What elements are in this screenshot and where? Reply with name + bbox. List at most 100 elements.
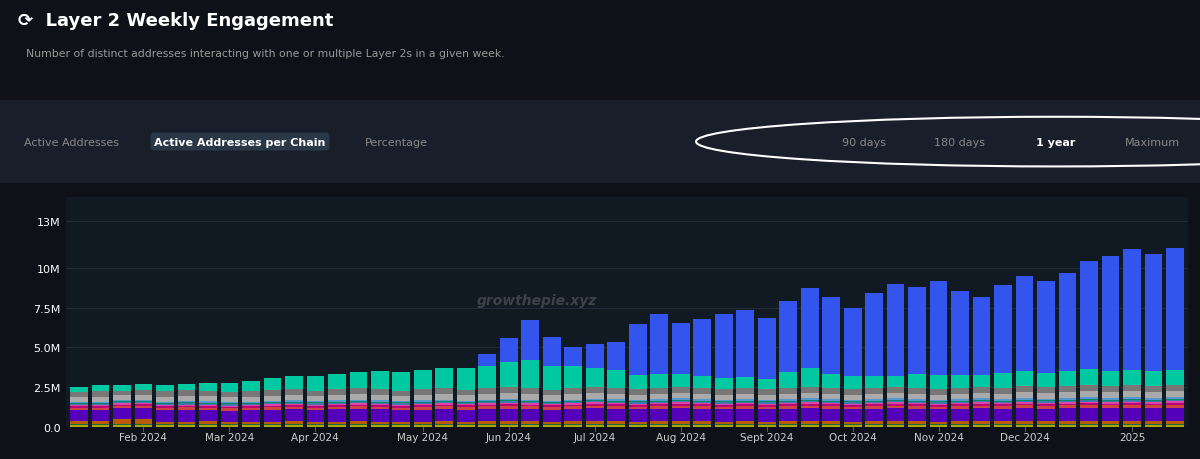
Bar	[930, 405, 948, 407]
Bar	[715, 422, 732, 424]
Bar	[715, 404, 732, 405]
Bar	[1058, 405, 1076, 409]
Bar	[542, 404, 560, 406]
Bar	[436, 401, 454, 402]
Bar	[800, 289, 818, 368]
Bar	[392, 425, 410, 427]
Bar	[199, 424, 217, 425]
Bar	[844, 389, 862, 395]
Bar	[1145, 398, 1163, 400]
Bar	[1037, 399, 1055, 400]
Bar	[134, 424, 152, 425]
Bar	[349, 394, 367, 400]
Bar	[995, 399, 1012, 401]
Bar	[436, 402, 454, 403]
Bar	[286, 405, 302, 407]
Bar	[844, 407, 862, 409]
Bar	[371, 409, 389, 422]
Bar	[930, 409, 948, 422]
Bar	[887, 401, 905, 403]
Bar	[242, 381, 259, 392]
Bar	[328, 390, 346, 395]
Bar	[1016, 424, 1033, 425]
Bar	[522, 360, 539, 389]
Bar	[306, 391, 324, 396]
Bar	[221, 425, 238, 427]
Bar	[930, 404, 948, 405]
Bar	[930, 425, 948, 427]
Bar	[952, 375, 968, 388]
Bar	[650, 314, 668, 375]
Bar	[715, 395, 732, 400]
Bar	[715, 389, 732, 395]
Bar	[286, 402, 302, 403]
Bar	[1145, 405, 1163, 409]
Bar	[134, 384, 152, 390]
Bar	[1102, 257, 1120, 371]
Bar	[221, 422, 238, 424]
Bar	[371, 395, 389, 401]
Bar	[800, 368, 818, 387]
Bar	[500, 409, 517, 421]
Bar	[1166, 391, 1184, 397]
Bar	[392, 372, 410, 391]
Bar	[973, 404, 990, 406]
Bar	[779, 409, 797, 421]
Bar	[586, 404, 604, 406]
Bar	[1123, 400, 1141, 402]
Bar	[479, 405, 496, 407]
Bar	[865, 388, 883, 394]
Bar	[737, 425, 754, 427]
Bar	[865, 424, 883, 425]
Bar	[1145, 392, 1163, 398]
Bar	[457, 407, 475, 410]
Bar	[1166, 397, 1184, 399]
Bar	[328, 422, 346, 424]
Bar	[672, 400, 690, 401]
Bar	[952, 291, 968, 375]
Text: Maximum: Maximum	[1124, 137, 1180, 147]
Bar	[1037, 387, 1055, 393]
Bar	[286, 404, 302, 405]
Bar	[607, 406, 625, 409]
Bar	[113, 403, 131, 405]
Bar	[91, 410, 109, 421]
Bar	[607, 404, 625, 406]
Bar	[91, 421, 109, 424]
Bar	[995, 402, 1012, 403]
Bar	[414, 422, 432, 424]
Bar	[1080, 397, 1098, 399]
Bar	[779, 401, 797, 402]
Bar	[70, 405, 88, 407]
Bar	[70, 424, 88, 425]
Bar	[629, 389, 647, 395]
Bar	[586, 387, 604, 393]
Bar	[306, 406, 324, 408]
Bar	[392, 406, 410, 408]
Bar	[91, 404, 109, 405]
Bar	[414, 401, 432, 402]
Bar	[607, 394, 625, 399]
Bar	[500, 399, 517, 400]
Bar	[672, 398, 690, 400]
Bar	[564, 388, 582, 394]
Bar	[887, 376, 905, 387]
Bar	[306, 408, 324, 410]
Text: 1 year: 1 year	[1037, 137, 1075, 147]
Bar	[650, 394, 668, 399]
Bar	[1016, 406, 1033, 409]
Bar	[414, 409, 432, 422]
Bar	[629, 425, 647, 427]
Bar	[694, 319, 712, 376]
Bar	[392, 408, 410, 410]
Bar	[1016, 425, 1033, 427]
Bar	[737, 399, 754, 401]
Bar	[779, 406, 797, 409]
Bar	[264, 410, 281, 422]
Bar	[156, 422, 174, 424]
Bar	[414, 403, 432, 404]
Bar	[286, 424, 302, 425]
Bar	[952, 425, 968, 427]
Bar	[737, 401, 754, 402]
Bar	[178, 396, 196, 401]
